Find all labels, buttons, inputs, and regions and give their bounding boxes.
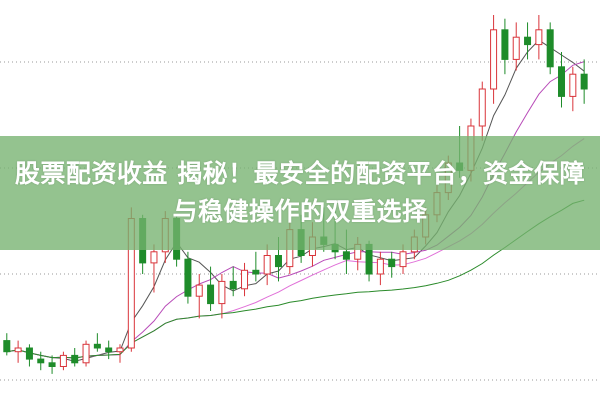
candle <box>241 262 249 297</box>
candle <box>229 266 237 297</box>
candle <box>535 15 543 60</box>
candle <box>252 251 260 282</box>
ma60-line <box>6 199 585 359</box>
candle <box>478 81 486 141</box>
candle <box>263 244 271 286</box>
candle <box>184 251 192 304</box>
candle <box>116 344 124 363</box>
candle <box>82 340 90 367</box>
candle <box>71 348 79 367</box>
candle <box>388 251 396 278</box>
headline: 股票配资收益 揭秘！最安全的配资平台，资金保障与稳健操作的双重选择 <box>14 159 586 226</box>
candle <box>195 274 203 319</box>
candle <box>14 340 22 363</box>
title-banner: 股票配资收益 揭秘！最安全的配资平台，资金保障与稳健操作的双重选择 <box>0 136 600 250</box>
candle <box>105 340 113 360</box>
candle <box>37 351 45 371</box>
candle <box>218 274 226 319</box>
candle <box>376 251 384 286</box>
candle <box>580 59 588 104</box>
candle <box>3 333 11 356</box>
candle <box>512 22 520 71</box>
candle <box>558 52 566 108</box>
candle <box>490 15 498 104</box>
candle <box>569 66 577 112</box>
candle <box>48 355 56 374</box>
ma5-line <box>6 39 585 362</box>
candle <box>25 344 33 367</box>
candle <box>501 18 509 75</box>
candle <box>524 22 532 60</box>
candle <box>150 244 158 293</box>
candle <box>207 266 215 311</box>
candle <box>59 351 67 371</box>
candle <box>93 333 101 352</box>
candle <box>546 22 554 75</box>
